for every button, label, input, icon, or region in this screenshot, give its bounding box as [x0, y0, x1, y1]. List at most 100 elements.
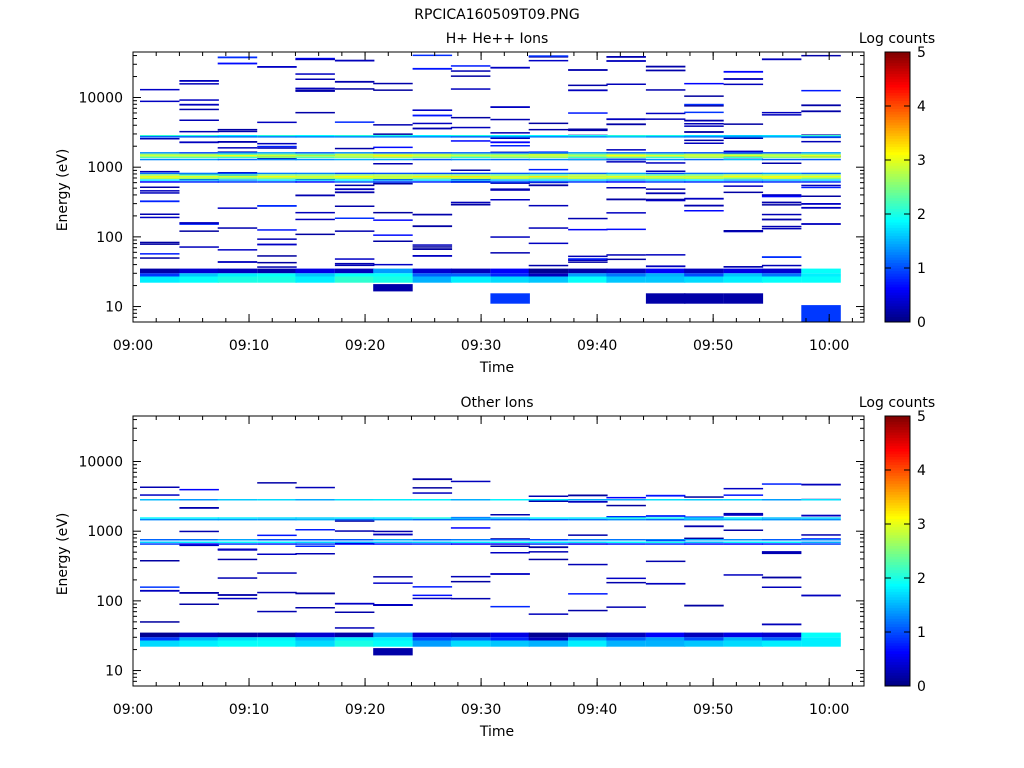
heatmap-cell	[373, 268, 413, 274]
colorbar-segment	[885, 241, 910, 245]
heatmap-cell	[684, 155, 724, 157]
heatmap-cell	[334, 136, 375, 138]
heatmap-cell	[373, 518, 413, 521]
heatmap-cell	[606, 156, 646, 159]
colorbar-segment	[885, 313, 910, 317]
heatmap-cell	[450, 632, 491, 638]
colorbar-tick-label: 5	[917, 409, 926, 425]
heatmap-cell	[217, 539, 258, 541]
colorbar-frame	[884, 415, 911, 687]
colorbar-segment	[885, 497, 910, 501]
heatmap-cell	[490, 137, 530, 139]
heatmap-cell	[140, 177, 180, 179]
heatmap-cell	[568, 268, 608, 274]
heatmap-cell	[723, 529, 764, 531]
heatmap-cell	[295, 90, 335, 92]
heatmap-cell	[217, 276, 258, 283]
heatmap-cell	[412, 246, 453, 248]
colorbar-segment	[885, 262, 910, 266]
colorbar-segment	[885, 57, 910, 61]
heatmap-cell	[528, 558, 569, 561]
heatmap-cell	[528, 152, 569, 154]
heatmap-cell	[295, 181, 335, 183]
heatmap-cell	[373, 174, 413, 176]
heatmap-cell	[684, 204, 724, 207]
heatmap-cell	[761, 551, 802, 553]
heatmap-cell	[761, 195, 802, 198]
colorbar-segment	[885, 586, 910, 590]
heatmap-cell	[334, 175, 375, 178]
colorbar-segment	[885, 610, 910, 614]
heatmap-cell	[528, 184, 569, 187]
colorbar-segment	[885, 437, 910, 441]
heatmap-cell	[257, 482, 297, 484]
colorbar-segment	[885, 178, 910, 182]
heatmap-cell	[801, 305, 841, 322]
colorbar-segment	[885, 480, 910, 484]
heatmap-cell	[606, 118, 646, 121]
heatmap-cell	[373, 89, 413, 91]
heatmap-cell	[373, 152, 413, 154]
colorbar-segment	[885, 149, 910, 153]
heatmap-cell	[568, 518, 608, 521]
heatmap-cell	[684, 637, 724, 641]
heatmap-cell	[723, 155, 764, 157]
colorbar-segment	[885, 434, 910, 438]
heatmap-cell	[528, 546, 569, 549]
heatmap-cell	[761, 225, 802, 228]
colorbar-segment	[885, 621, 910, 625]
heatmap-cell	[179, 179, 219, 181]
heatmap-cell	[761, 201, 802, 204]
heatmap-cell	[645, 170, 686, 172]
heatmap-cell	[528, 276, 569, 283]
heatmap-cell	[528, 499, 569, 501]
heatmap-cell	[412, 586, 453, 588]
heatmap-cell	[373, 155, 413, 157]
heatmap-cell	[606, 254, 646, 256]
heatmap-cell	[295, 158, 335, 161]
heatmap-cell	[373, 517, 413, 519]
heatmap-cell	[217, 261, 258, 263]
colorbar-segment	[885, 281, 910, 285]
colorbar-segment	[885, 168, 910, 172]
heatmap-cell	[373, 240, 413, 242]
heatmap-cell	[684, 119, 724, 122]
colorbar-tick-label: 0	[917, 315, 926, 331]
heatmap-cell	[334, 543, 375, 545]
colorbar-segment	[885, 659, 910, 663]
heatmap-cell	[295, 111, 335, 114]
heatmap-cell	[334, 80, 375, 83]
heatmap-cell	[257, 145, 297, 148]
colorbar-segment	[885, 596, 910, 600]
heatmap-cell	[490, 158, 530, 161]
heatmap-cell	[257, 640, 297, 647]
heatmap-cell	[140, 200, 180, 203]
heatmap-cell	[140, 518, 180, 521]
heatmap-cell	[412, 276, 453, 283]
heatmap-cell	[412, 153, 453, 156]
heatmap-cell	[761, 152, 802, 154]
heatmap-cell	[568, 534, 608, 536]
heatmap-cell	[761, 539, 802, 541]
heatmap-cell	[528, 500, 569, 502]
colorbar-segment	[885, 103, 910, 107]
heatmap-cell	[412, 640, 453, 647]
heatmap-cell	[528, 613, 569, 615]
heatmap-cell	[257, 158, 297, 161]
heatmap-cell	[606, 543, 646, 545]
heatmap-cell	[334, 191, 375, 194]
heatmap-cell	[490, 517, 530, 519]
heatmap-cell	[373, 181, 413, 183]
heatmap-cell	[568, 593, 608, 595]
heatmap-cell	[568, 69, 608, 71]
colorbar-segment	[885, 578, 910, 582]
colorbar-segment	[885, 459, 910, 463]
heatmap-cell	[645, 158, 686, 161]
colorbar-segment	[885, 626, 910, 630]
heatmap-cell	[257, 174, 297, 176]
colorbar-segment	[885, 505, 910, 509]
heatmap-cell	[179, 273, 219, 277]
heatmap-cell	[334, 530, 375, 532]
heatmap-cell	[373, 135, 413, 137]
colorbar-segment	[885, 119, 910, 123]
